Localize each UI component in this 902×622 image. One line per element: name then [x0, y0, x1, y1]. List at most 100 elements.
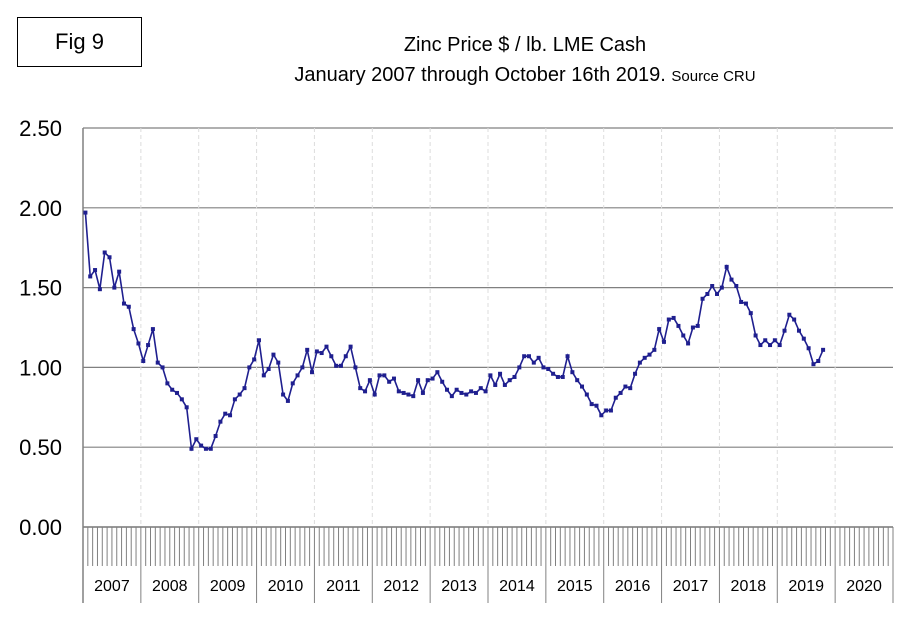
y-tick-label: 1.50: [19, 276, 62, 301]
data-point: [449, 394, 454, 399]
data-point: [208, 446, 213, 451]
data-point: [681, 333, 686, 338]
data-point: [189, 446, 194, 451]
data-point: [560, 374, 565, 379]
data-point: [642, 355, 647, 360]
data-point: [715, 291, 720, 296]
data-point: [705, 291, 710, 296]
data-point: [382, 373, 387, 378]
data-point: [213, 434, 218, 439]
data-point: [363, 389, 368, 394]
data-point: [816, 359, 821, 364]
data-point: [719, 285, 724, 290]
y-tick-label: 0.50: [19, 435, 62, 460]
x-year-label: 2010: [268, 578, 304, 595]
data-point: [83, 210, 88, 215]
data-point: [700, 296, 705, 301]
data-point: [416, 378, 421, 383]
data-point: [464, 392, 469, 397]
data-point: [743, 301, 748, 306]
data-point: [724, 264, 729, 269]
data-point: [633, 371, 638, 376]
data-point: [117, 269, 122, 274]
data-point: [232, 397, 237, 402]
data-point: [671, 315, 676, 320]
data-point: [228, 413, 233, 418]
data-point: [584, 392, 589, 397]
data-point: [247, 365, 252, 370]
data-point: [498, 371, 503, 376]
data-point: [338, 363, 343, 368]
y-tick-label: 2.00: [19, 196, 62, 221]
data-point: [276, 360, 281, 365]
data-point: [608, 408, 613, 413]
data-point: [150, 327, 155, 332]
data-point: [469, 389, 474, 394]
data-point: [618, 390, 623, 395]
data-point: [165, 381, 170, 386]
data-point: [512, 374, 517, 379]
data-point: [478, 386, 483, 391]
x-year-label: 2013: [441, 578, 477, 595]
data-point: [710, 284, 715, 289]
data-point: [281, 392, 286, 397]
x-year-label: 2016: [615, 578, 651, 595]
series-line: [84, 212, 824, 452]
data-point: [522, 354, 527, 359]
data-point: [319, 351, 324, 356]
source-note: Source CRU: [671, 68, 756, 85]
data-point: [141, 359, 146, 364]
data-point: [93, 268, 98, 273]
data-point: [753, 333, 758, 338]
data-point: [575, 378, 580, 383]
data-point: [136, 341, 141, 346]
data-point: [107, 255, 112, 260]
data-point: [599, 413, 604, 418]
data-point: [806, 346, 811, 351]
figure-label: Fig 9: [17, 17, 142, 67]
data-point: [488, 373, 493, 378]
data-point: [387, 379, 392, 384]
data-point: [589, 402, 594, 407]
data-point: [290, 381, 295, 386]
data-point: [637, 360, 642, 365]
data-point: [604, 408, 609, 413]
data-point: [358, 386, 363, 391]
data-point: [112, 285, 117, 290]
data-point: [314, 349, 319, 354]
data-point: [223, 411, 228, 416]
x-year-label: 2014: [499, 578, 535, 595]
chart-subtitle-line: January 2007 through October 16th 2019. …: [180, 64, 870, 87]
data-point: [594, 403, 599, 408]
data-point: [237, 392, 242, 397]
data-point: [199, 443, 204, 448]
data-point: [242, 386, 247, 391]
data-point: [256, 338, 261, 343]
data-point: [768, 343, 773, 348]
data-point: [329, 354, 334, 359]
data-point: [758, 343, 763, 348]
data-point: [425, 378, 430, 383]
y-tick-label: 0.00: [19, 515, 62, 540]
x-year-label: 2015: [557, 578, 593, 595]
x-year-label: 2018: [731, 578, 767, 595]
data-point: [305, 347, 310, 352]
data-point: [580, 384, 585, 389]
data-point: [295, 373, 300, 378]
data-point: [792, 317, 797, 322]
data-point: [734, 284, 739, 289]
x-year-label: 2020: [846, 578, 882, 595]
data-point: [763, 338, 768, 343]
data-point: [502, 382, 507, 387]
data-point: [175, 390, 180, 395]
data-point: [676, 323, 681, 328]
data-point: [146, 343, 151, 348]
data-point: [493, 382, 498, 387]
data-point: [661, 339, 666, 344]
data-point: [546, 366, 551, 371]
data-point: [343, 354, 348, 359]
data-point: [271, 352, 276, 357]
data-point: [155, 360, 160, 365]
data-point: [396, 389, 401, 394]
